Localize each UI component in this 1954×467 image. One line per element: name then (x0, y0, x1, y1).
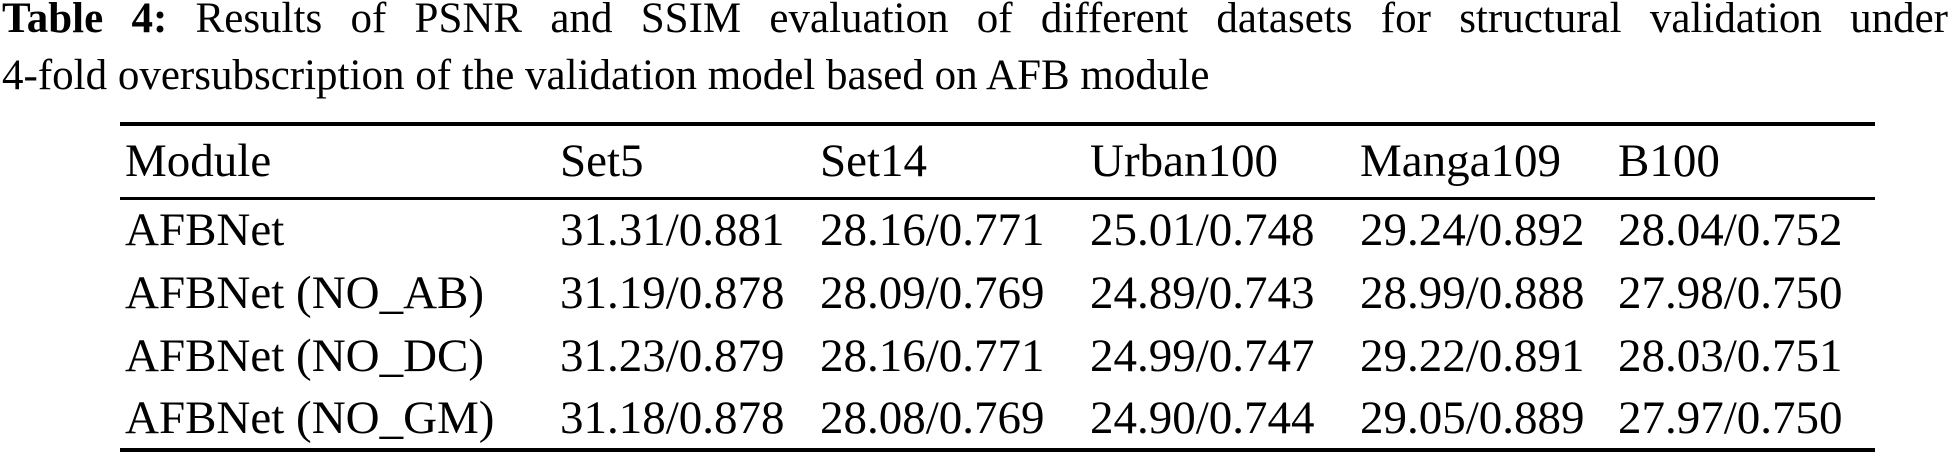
table-row: AFBNet (NO_GM) 31.18/0.878 28.08/0.769 2… (120, 387, 1875, 450)
metric-cell: 29.05/0.889 (1360, 391, 1585, 444)
metric-cell: 28.08/0.769 (820, 391, 1045, 444)
metric-cell: 31.23/0.879 (560, 329, 785, 382)
metric-cell: 28.03/0.751 (1618, 329, 1843, 382)
column-header-set14: Set14 (820, 135, 928, 188)
metric-cell: 24.89/0.743 (1090, 266, 1315, 319)
metric-cell: 31.31/0.881 (560, 204, 785, 257)
module-cell: AFBNet (NO_DC) (125, 329, 485, 382)
column-header-set5: Set5 (560, 135, 644, 188)
metric-cell: 28.16/0.771 (820, 329, 1045, 382)
metric-cell: 29.24/0.892 (1360, 204, 1585, 257)
module-cell: AFBNet (NO_AB) (125, 266, 485, 319)
module-cell: AFBNet (125, 204, 285, 257)
header-row: Module Set5 Set14 Urban100 Manga109 B100 (120, 124, 1875, 198)
metric-cell: 28.09/0.769 (820, 266, 1045, 319)
caption-text-line-2: 4-fold oversubscription of the validatio… (2, 52, 1210, 99)
column-header-urban100: Urban100 (1090, 135, 1278, 188)
metric-cell: 28.99/0.888 (1360, 266, 1585, 319)
table-row: AFBNet (NO_DC) 31.23/0.879 28.16/0.771 2… (120, 324, 1875, 387)
metric-cell: 27.98/0.750 (1618, 266, 1843, 319)
module-cell: AFBNet (NO_GM) (125, 391, 495, 444)
results-table: Module Set5 Set14 Urban100 Manga109 B100… (120, 122, 1875, 452)
column-header-manga109: Manga109 (1360, 135, 1562, 188)
metric-cell: 29.22/0.891 (1360, 329, 1585, 382)
table-row: AFBNet (NO_AB) 31.19/0.878 28.09/0.769 2… (120, 261, 1875, 324)
column-header-module: Module (125, 135, 272, 188)
table-row: AFBNet 31.31/0.881 28.16/0.771 25.01/0.7… (120, 198, 1875, 261)
caption-table-number: Table 4: (2, 0, 168, 42)
metric-cell: 24.90/0.744 (1090, 391, 1315, 444)
metric-cell: 31.18/0.878 (560, 391, 785, 444)
table-caption: Table 4: Results of PSNR and SSIM evalua… (2, 0, 1948, 104)
metric-cell: 31.19/0.878 (560, 266, 785, 319)
caption-line-1: Table 4: Results of PSNR and SSIM evalua… (2, 0, 1948, 47)
caption-text-line-1: Results of PSNR and SSIM evaluation of d… (167, 0, 1948, 42)
metric-cell: 28.04/0.752 (1618, 204, 1843, 257)
column-header-b100: B100 (1618, 135, 1720, 188)
metric-cell: 24.99/0.747 (1090, 329, 1315, 382)
metric-cell: 27.97/0.750 (1618, 391, 1843, 444)
metric-cell: 28.16/0.771 (820, 204, 1045, 257)
metric-cell: 25.01/0.748 (1090, 204, 1315, 257)
